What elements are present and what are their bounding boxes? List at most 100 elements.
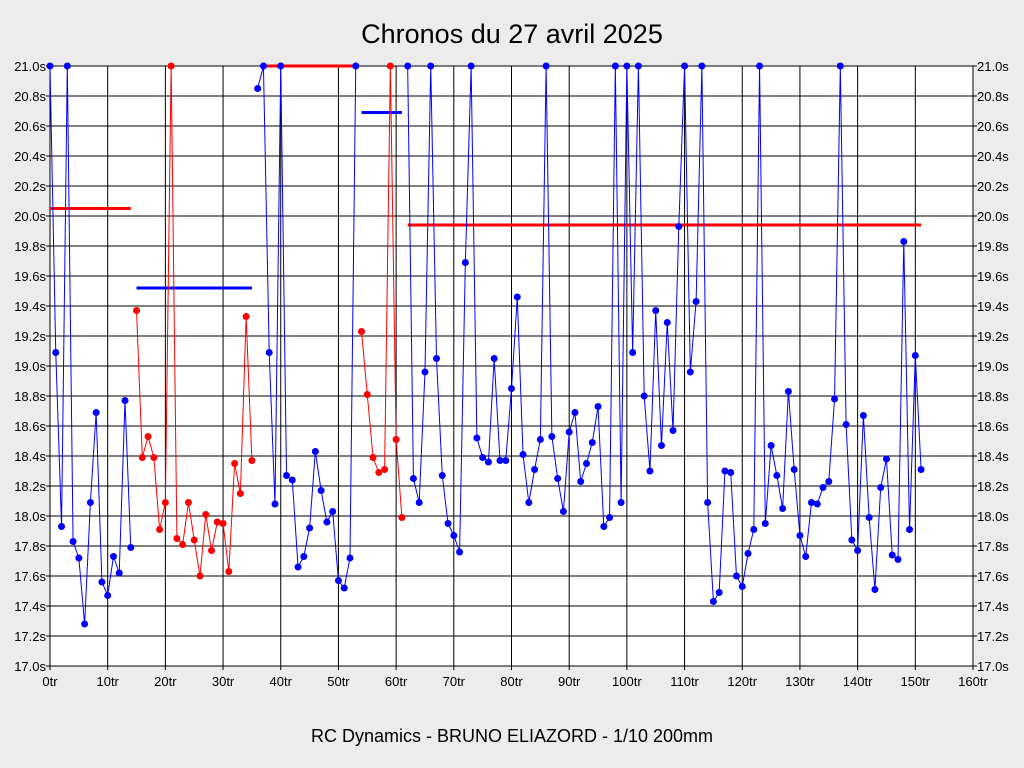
lap-point [427,62,435,70]
y-tick-label-right: 19.6s [977,269,1009,284]
lap-point [208,547,216,554]
y-tick-label-left: 20.0s [14,209,46,224]
lap-point [104,592,112,599]
lap-point [369,454,377,461]
lap-point [825,478,833,485]
lap-point [842,421,850,428]
y-tick-label-left: 18.0s [14,509,46,524]
y-tick-label-left: 20.6s [14,119,46,134]
lap-point [352,62,360,70]
lap-point [404,62,412,70]
y-tick-label-right: 19.4s [977,299,1009,314]
lap-point [882,455,890,463]
lap-point [421,368,429,376]
chart-title: Chronos du 27 avril 2025 [361,19,663,49]
lap-point [508,385,515,392]
lap-point [761,520,769,527]
lap-point [144,433,152,440]
y-tick-label-left: 20.8s [14,89,46,104]
y-tick-label-left: 18.4s [14,449,46,464]
lap-point [81,620,89,628]
lap-point [577,478,585,485]
lap-point [248,457,256,464]
lap-point [190,536,198,544]
x-tick-label: 50tr [327,674,350,689]
x-tick-label: 150tr [900,674,930,689]
lap-point [484,458,492,466]
lap-point [444,520,452,527]
lap-point [675,223,683,230]
lap-point [646,467,654,475]
y-tick-label-right: 20.2s [977,179,1009,194]
lap-point [669,427,677,434]
y-tick-label-left: 19.0s [14,359,46,374]
lap-point [502,457,510,464]
lap-point [698,62,706,70]
lap-point [565,428,573,436]
lap-point [69,538,77,545]
lap-point [796,532,804,539]
lap-point [398,514,406,521]
lap-point [767,442,775,449]
y-tick-label-right: 20.4s [977,149,1009,164]
lap-point [525,499,533,506]
lap-point [161,499,169,506]
lap-point [219,520,227,527]
lap-point [346,554,354,562]
lap-point [779,505,787,512]
y-tick-label-left: 18.8s [14,389,46,404]
lap-point [213,518,221,526]
lap-point [848,536,856,544]
y-tick-label-left: 17.4s [14,599,46,614]
lap-point [802,553,810,560]
lap-point [836,62,844,70]
y-tick-label-left: 17.2s [14,629,46,644]
lap-point [519,451,527,458]
lap-point [738,583,746,590]
lap-point [554,475,562,482]
lap-point [334,577,342,584]
lap-point [819,484,827,491]
lap-point [386,62,394,70]
lap-point [75,554,83,562]
lap-point [490,355,498,362]
lap-point [559,508,567,515]
y-tick-label-right: 17.8s [977,539,1009,554]
lap-point [196,572,204,580]
lap-point [756,62,764,70]
lap-point [415,499,423,506]
lap-point [461,259,469,266]
lap-point [744,550,752,557]
lap-point [311,448,319,455]
lap-point [271,500,279,508]
x-tick-label: 0tr [42,674,58,689]
chart-footer: RC Dynamics - BRUNO ELIAZORD - 1/10 200m… [311,726,713,746]
lap-point [98,578,106,586]
y-tick-label-left: 20.4s [14,149,46,164]
y-tick-label-right: 17.6s [977,569,1009,584]
lap-point [381,466,389,473]
lap-point [115,569,123,577]
lap-point [450,532,458,539]
lap-point [865,514,873,521]
lap-point [52,349,60,356]
lap-point [582,460,590,467]
y-tick-label-left: 18.6s [14,419,46,434]
lap-point [854,547,862,554]
x-tick-label: 20tr [154,674,177,689]
y-tick-label-left: 20.2s [14,179,46,194]
y-tick-label-left: 21.0s [14,59,46,74]
lap-point [784,388,792,395]
lap-point [202,511,210,518]
y-tick-label-left: 19.4s [14,299,46,314]
y-tick-label-right: 18.0s [977,509,1009,524]
lap-point [513,293,521,301]
lap-point [317,487,325,494]
y-tick-label-left: 17.0s [14,659,46,674]
lap-point [894,556,902,563]
y-tick-label-right: 17.0s [977,659,1009,674]
lap-point [548,433,556,440]
lap-point [617,499,625,506]
lap-point [663,319,671,326]
